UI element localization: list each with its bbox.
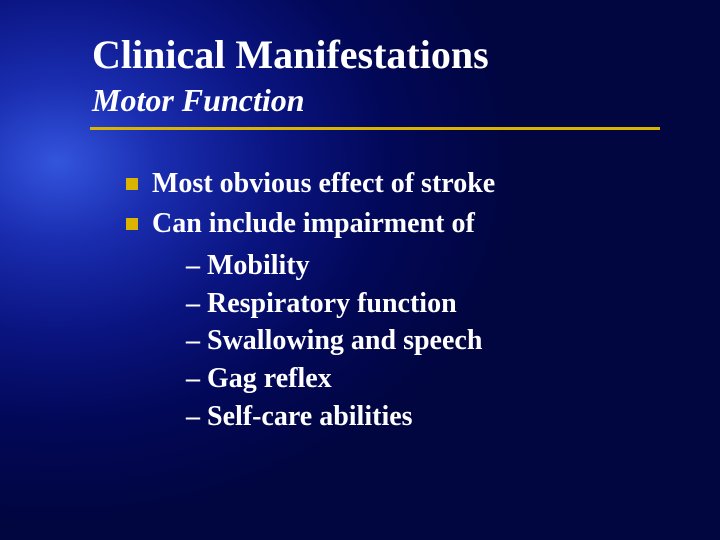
sub-bullet-item: – Gag reflex	[186, 360, 720, 398]
sub-bullet-list: – Mobility – Respiratory function – Swal…	[126, 247, 720, 436]
bullet-square-icon	[126, 218, 138, 230]
bullet-item: Most obvious effect of stroke	[126, 166, 720, 202]
bullet-square-icon	[126, 178, 138, 190]
sub-bullet-item: – Respiratory function	[186, 285, 720, 323]
slide-subtitle: Motor Function	[92, 82, 720, 119]
sub-bullet-item: – Swallowing and speech	[186, 322, 720, 360]
bullet-list: Most obvious effect of stroke Can includ…	[92, 166, 720, 436]
bullet-text: Can include impairment of	[152, 206, 475, 242]
sub-bullet-item: – Self-care abilities	[186, 398, 720, 436]
slide-title: Clinical Manifestations	[92, 34, 720, 76]
slide: Clinical Manifestations Motor Function M…	[0, 0, 720, 540]
title-underline	[90, 127, 660, 130]
bullet-text: Most obvious effect of stroke	[152, 166, 495, 202]
sub-bullet-item: – Mobility	[186, 247, 720, 285]
bullet-item: Can include impairment of	[126, 206, 720, 242]
